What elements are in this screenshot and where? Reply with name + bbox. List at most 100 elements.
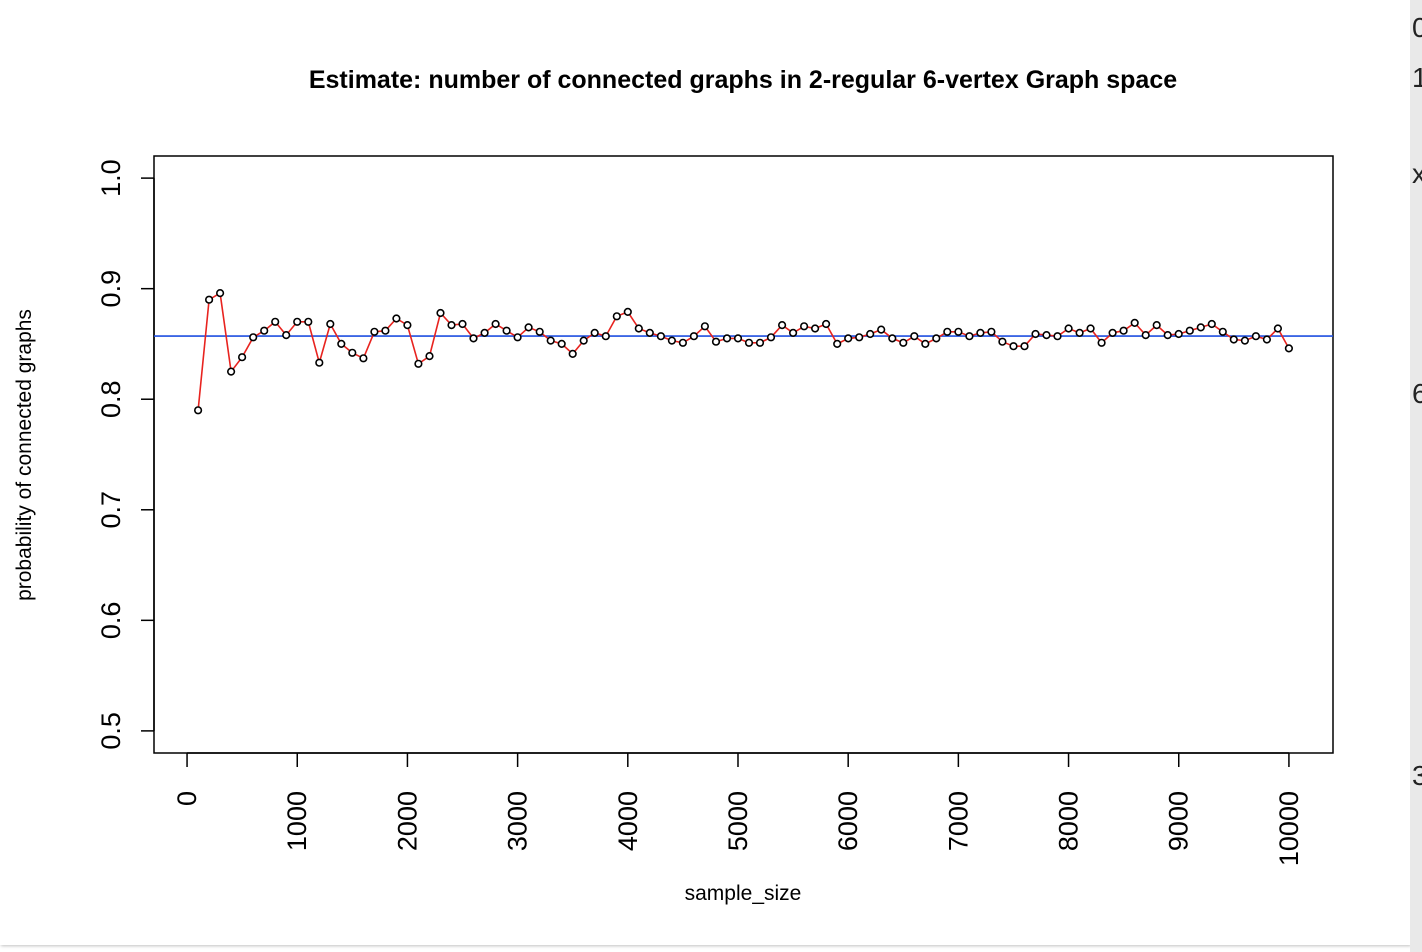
data-point bbox=[1020, 342, 1029, 351]
data-point bbox=[546, 336, 555, 345]
data-point bbox=[810, 324, 820, 333]
x-tick-label: 0 bbox=[172, 791, 202, 806]
data-point bbox=[1108, 328, 1117, 338]
data-point bbox=[722, 334, 732, 343]
data-point bbox=[656, 332, 666, 341]
x-tick-label: 5000 bbox=[723, 791, 753, 851]
data-point bbox=[414, 359, 423, 368]
data-point bbox=[866, 329, 875, 339]
data-point bbox=[491, 319, 500, 329]
data-point bbox=[513, 333, 522, 342]
data-point bbox=[623, 307, 632, 317]
y-tick-label: 0.6 bbox=[96, 602, 126, 640]
data-point bbox=[425, 352, 434, 361]
data-point bbox=[744, 338, 754, 347]
data-point bbox=[711, 337, 721, 346]
edge-fragment: 3000 bbox=[1412, 760, 1422, 791]
series-line bbox=[197, 291, 1290, 411]
data-point bbox=[1119, 326, 1128, 335]
data-point bbox=[844, 334, 853, 343]
data-point bbox=[1009, 342, 1018, 351]
y-tick-label: 0.8 bbox=[96, 380, 126, 418]
data-point bbox=[337, 339, 346, 349]
series-layer bbox=[194, 289, 1293, 415]
data-point bbox=[1097, 338, 1106, 347]
x-tick-label: 9000 bbox=[1164, 791, 1194, 851]
data-point bbox=[348, 348, 357, 357]
y-tick-label: 0.9 bbox=[96, 270, 126, 308]
x-tick-label: 2000 bbox=[392, 791, 422, 851]
data-point bbox=[1031, 329, 1040, 339]
data-point bbox=[987, 327, 996, 336]
data-point bbox=[1240, 336, 1249, 345]
data-point bbox=[315, 358, 324, 367]
data-point bbox=[821, 319, 831, 329]
data-point bbox=[1262, 335, 1271, 344]
data-point bbox=[1152, 321, 1161, 330]
data-point bbox=[1042, 331, 1051, 340]
data-point bbox=[612, 312, 621, 321]
data-point bbox=[998, 337, 1007, 346]
data-point bbox=[249, 333, 258, 342]
data-point bbox=[921, 339, 930, 349]
data-point bbox=[777, 321, 787, 330]
data-point bbox=[932, 334, 941, 343]
data-point bbox=[579, 336, 588, 345]
data-point bbox=[447, 321, 456, 330]
edge-fragment: 1 bbox=[1412, 62, 1422, 93]
data-point bbox=[1075, 328, 1084, 338]
data-point bbox=[535, 327, 544, 336]
data-point bbox=[282, 331, 291, 340]
data-point bbox=[381, 326, 390, 335]
data-point bbox=[1196, 323, 1205, 332]
data-point bbox=[700, 322, 710, 331]
data-point bbox=[469, 334, 478, 343]
data-point bbox=[1229, 335, 1238, 344]
data-point bbox=[1064, 324, 1073, 333]
y-axis-label: probability of connected graphs bbox=[13, 309, 36, 601]
edge-fragment: x bbox=[1412, 158, 1422, 189]
data-point bbox=[1284, 344, 1293, 353]
data-point bbox=[370, 327, 379, 336]
data-point bbox=[238, 353, 247, 362]
data-point bbox=[293, 317, 302, 326]
data-point bbox=[216, 289, 225, 298]
data-point bbox=[359, 354, 368, 363]
data-point bbox=[788, 328, 798, 338]
data-point bbox=[1251, 332, 1260, 341]
plot-area-frame bbox=[153, 155, 1334, 754]
x-tick-label: 8000 bbox=[1054, 791, 1084, 851]
x-axis-label: sample_size bbox=[685, 882, 802, 905]
data-point bbox=[557, 339, 566, 349]
x-tick-label: 7000 bbox=[943, 791, 973, 851]
data-point bbox=[392, 314, 401, 323]
edge-fragment: 6 bbox=[1412, 378, 1422, 409]
data-point bbox=[1086, 324, 1095, 333]
data-point bbox=[601, 332, 610, 341]
data-point bbox=[667, 336, 677, 345]
x-axis: 0 1000 2000 3000 4000 5000 6000 7000 8000 9000 100… bbox=[172, 752, 1304, 866]
data-point bbox=[1141, 331, 1150, 340]
data-point bbox=[1053, 332, 1062, 341]
data-point bbox=[205, 295, 214, 304]
data-point bbox=[899, 338, 908, 347]
y-tick-label: 1.0 bbox=[96, 159, 126, 197]
data-point bbox=[678, 338, 688, 347]
data-point bbox=[326, 319, 335, 329]
data-point bbox=[733, 334, 743, 343]
y-axis: 0.5 0.6 0.7 0.8 0.9 1.0 bbox=[96, 159, 155, 750]
data-point bbox=[227, 367, 236, 376]
data-point bbox=[755, 338, 765, 347]
data-point bbox=[833, 339, 842, 349]
y-tick-label: 0.5 bbox=[96, 712, 126, 750]
data-point bbox=[634, 324, 643, 333]
data-point bbox=[965, 332, 974, 341]
data-point bbox=[524, 323, 533, 332]
data-point bbox=[943, 327, 952, 336]
data-point bbox=[1163, 331, 1172, 340]
data-point bbox=[502, 326, 511, 335]
data-point bbox=[976, 328, 985, 338]
data-point bbox=[458, 319, 467, 329]
data-point bbox=[1273, 324, 1282, 333]
